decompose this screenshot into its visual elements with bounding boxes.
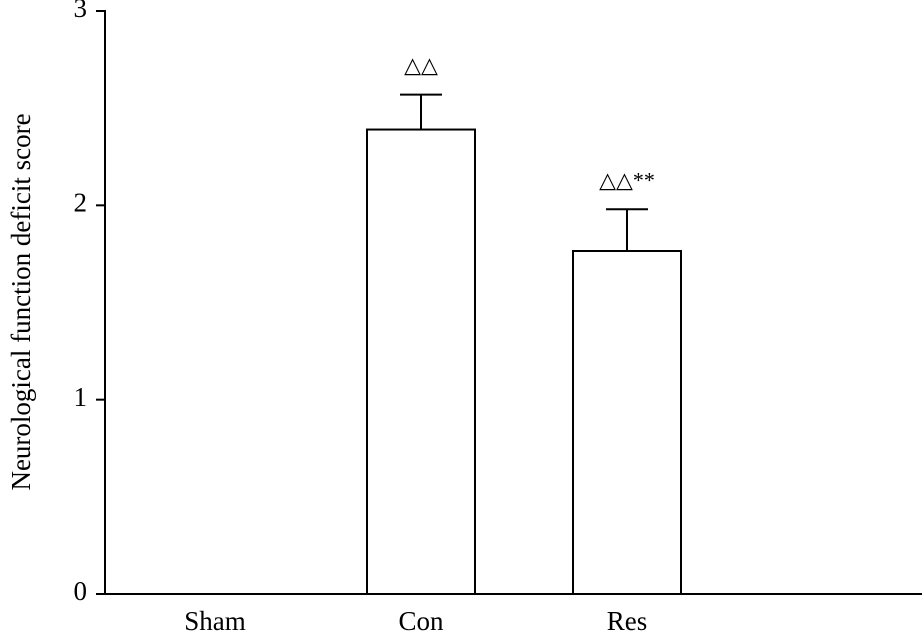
bar bbox=[366, 128, 476, 595]
annotation: △△ bbox=[404, 53, 438, 78]
annotation: △△** bbox=[599, 167, 655, 192]
error-bar bbox=[606, 208, 648, 252]
x-tick-label: Res bbox=[607, 606, 648, 636]
bar bbox=[572, 250, 682, 595]
y-axis-label: Neurological function deficit score bbox=[6, 113, 36, 490]
error-bar bbox=[400, 93, 442, 130]
y-tick-label: 1 bbox=[74, 382, 88, 412]
y-tick-label: 2 bbox=[74, 188, 88, 218]
x-tick-label: Con bbox=[398, 606, 444, 636]
y-tick-label: 3 bbox=[74, 0, 88, 23]
x-tick-label: Sham bbox=[184, 606, 246, 636]
y-tick-label: 0 bbox=[74, 576, 88, 606]
